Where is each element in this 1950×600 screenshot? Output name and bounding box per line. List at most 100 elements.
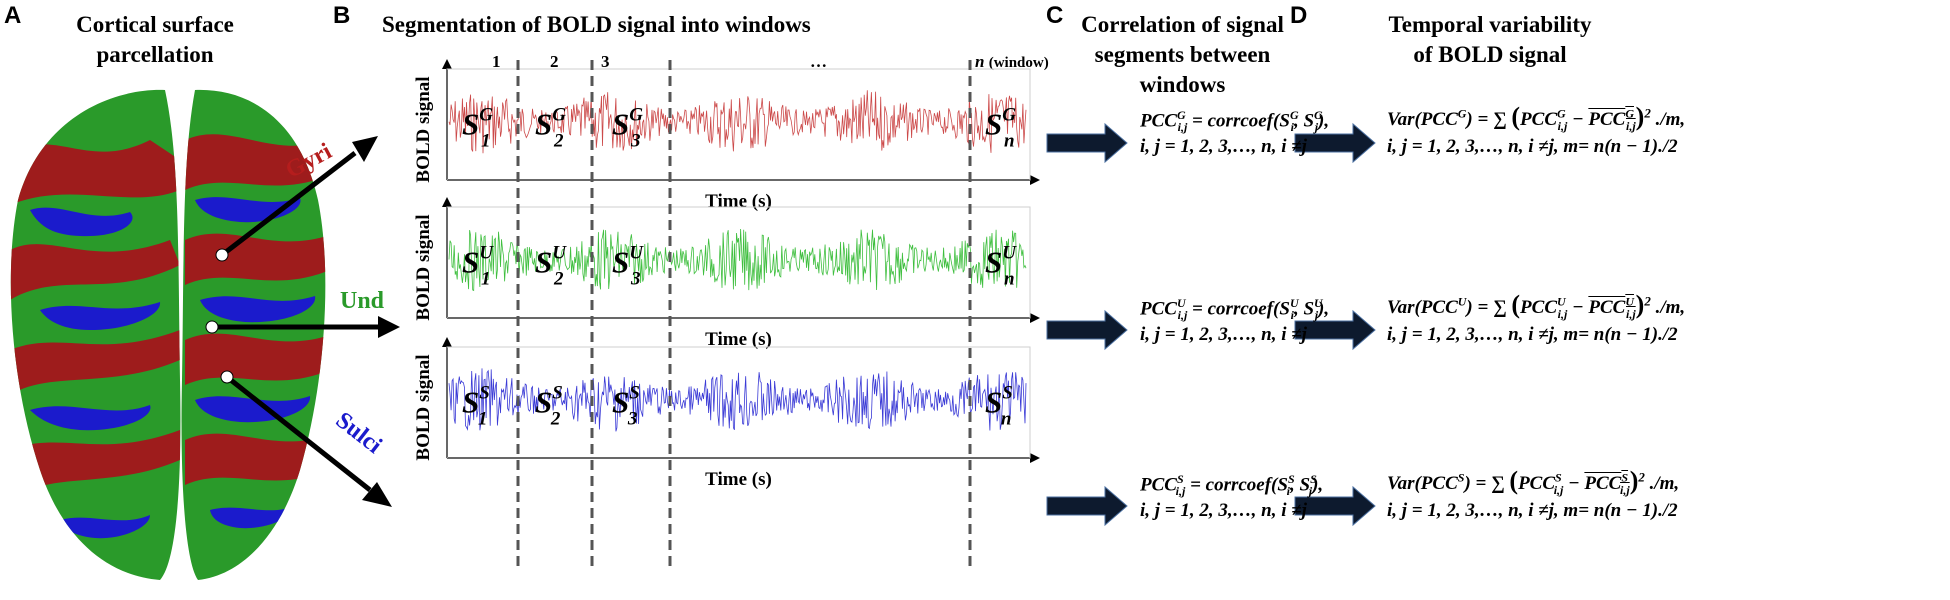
segment-sup: U — [552, 242, 567, 263]
pcc-formula-1: PCCUi,j = corrcoef(SUi, SUj), — [1140, 296, 1330, 323]
segment-sub: 2 — [553, 268, 564, 289]
segment-sub: 1 — [478, 408, 488, 429]
panel-c-title: Correlation of signal segments between w… — [1045, 10, 1320, 100]
panel-letter-c: C — [1046, 2, 1064, 29]
sulci-arrowhead — [362, 482, 392, 507]
ylabel-0: BOLD signal — [413, 76, 434, 182]
right-hemisphere — [181, 89, 326, 581]
window-label-2: 2 — [550, 52, 559, 71]
segment-sub: n — [1004, 268, 1015, 289]
panel-letter-d: D — [1290, 2, 1308, 29]
segment-sup: G — [552, 104, 566, 125]
var-indices-2: i, j = 1, 2, 3,…, n, i ≠j, m= n(n − 1)./… — [1387, 500, 1678, 521]
y-axis-arrowhead-2 — [442, 337, 452, 347]
segment-sup: U — [629, 242, 644, 263]
segment-label-0-3: SG n — [985, 104, 1016, 151]
segment-sub: n — [1001, 408, 1012, 429]
flow-arrow-1-1 — [1294, 309, 1376, 351]
pcc-indices-0: i, j = 1, 2, 3,…, n, i ≠j — [1140, 136, 1307, 157]
var-formula-2: Var(PCCS) = ∑ (PCCSi,j − PCCSi,j)2 ./m, — [1387, 466, 1680, 497]
panel-d-title-line2: of BOLD signal — [1413, 42, 1567, 67]
segment-s: S — [535, 244, 552, 279]
segment-s: S — [462, 384, 479, 419]
segment-label-1-3: SU n — [985, 242, 1017, 289]
segment-s: S — [535, 106, 552, 141]
var-indices-0: i, j = 1, 2, 3,…, n, i ≠j, m= n(n − 1)./… — [1387, 136, 1678, 157]
segment-s: S — [612, 106, 629, 141]
x-axis-arrowhead-1 — [1030, 313, 1040, 323]
x-axis-arrowhead-0 — [1030, 175, 1040, 185]
xlabel-1: Time (s) — [705, 329, 772, 350]
flow-arrow-2-1 — [1294, 485, 1376, 527]
brain-illustration — [10, 89, 400, 581]
var-formula-1: Var(PCCU) = ∑ (PCCUi,j − PCCUi,j)2 ./m, — [1387, 290, 1686, 321]
left-hemisphere — [10, 89, 181, 581]
y-axis-arrowhead-0 — [442, 59, 452, 69]
segment-sup: S — [479, 382, 490, 403]
flow-arrow-1-0 — [1046, 309, 1128, 351]
segment-sub: 1 — [481, 268, 491, 289]
window-label-1: 1 — [492, 52, 501, 71]
segment-s: S — [612, 384, 629, 419]
segment-label-2-3: SS n — [985, 382, 1013, 429]
segment-label-1-1: SU 2 — [535, 242, 567, 289]
segment-sup: G — [629, 104, 643, 125]
pcc-formula-0: PCCGi,j = corrcoef(SGi, SGj), — [1140, 108, 1330, 135]
segment-label-1-2: SU 3 — [612, 242, 644, 289]
segment-sup: G — [1002, 104, 1016, 125]
bold-signal-trace-2 — [448, 368, 1027, 432]
panel-letter-b: B — [333, 2, 351, 29]
window-n: n — [975, 52, 985, 71]
segment-s: S — [535, 384, 552, 419]
segment-label-1-0: SU 1 — [462, 242, 494, 289]
gyri-arrowhead — [352, 136, 378, 162]
segment-s: S — [985, 384, 1002, 419]
panel-c-title-line1: Correlation of signal — [1081, 12, 1284, 37]
bold-signal-trace-1 — [448, 228, 1027, 292]
panel-c-title-line3: windows — [1139, 72, 1226, 97]
window-label-ellipsis: … — [810, 52, 827, 71]
panel-b-title: Segmentation of BOLD signal into windows — [382, 12, 811, 37]
segment-sup: G — [479, 104, 493, 125]
panel-a-title-line2: parcellation — [96, 42, 214, 67]
segment-sub: 1 — [481, 130, 491, 151]
x-axis-arrowhead-2 — [1030, 453, 1040, 463]
plot-frame-0 — [446, 68, 1031, 181]
xlabel-0: Time (s) — [705, 191, 772, 212]
segment-sup: U — [1002, 242, 1017, 263]
segment-sub: 3 — [630, 130, 641, 151]
flow-arrow-2-0 — [1046, 485, 1128, 527]
pcc-formula-2: PCCSi,j = corrcoef(SSi, SSj), — [1140, 472, 1324, 499]
ylabel-1: BOLD signal — [413, 214, 434, 320]
panel-letter-a: A — [4, 2, 22, 29]
segment-s: S — [462, 106, 479, 141]
segment-sup: U — [479, 242, 494, 263]
window-label-n: n (window) — [975, 52, 1049, 72]
ylabel-2: BOLD signal — [413, 354, 434, 460]
segment-sub: 3 — [627, 408, 638, 429]
segment-sub: 2 — [550, 408, 561, 429]
panel-a-title-line1: Cortical surface — [76, 12, 234, 37]
segment-s: S — [462, 244, 479, 279]
und-point — [205, 320, 219, 334]
pcc-indices-2: i, j = 1, 2, 3,…, n, i ≠j — [1140, 500, 1307, 521]
segment-s: S — [985, 244, 1002, 279]
sulci-point — [220, 370, 234, 384]
segment-sup: S — [629, 382, 640, 403]
segment-label-0-0: SG 1 — [462, 104, 493, 151]
window-word: (window) — [988, 55, 1049, 71]
gyri-arrow — [220, 151, 357, 257]
sulci-arrow — [225, 375, 372, 492]
segment-label-0-2: SG 3 — [612, 104, 643, 151]
panel-a-title: Cortical surface parcellation — [30, 10, 280, 70]
gyri-point — [215, 248, 229, 262]
segment-sup: S — [1002, 382, 1013, 403]
var-indices-1: i, j = 1, 2, 3,…, n, i ≠j, m= n(n − 1)./… — [1387, 324, 1678, 345]
var-formula-0: Var(PCCG) = ∑ (PCCGi,j − PCCGi,j)2 ./m, — [1387, 102, 1686, 133]
flow-arrow-0-0 — [1046, 122, 1128, 164]
segment-sub: 3 — [630, 268, 641, 289]
segment-label-2-0: SS 1 — [462, 382, 490, 429]
label-und: Und — [340, 288, 385, 314]
und-arrowhead — [378, 316, 400, 338]
